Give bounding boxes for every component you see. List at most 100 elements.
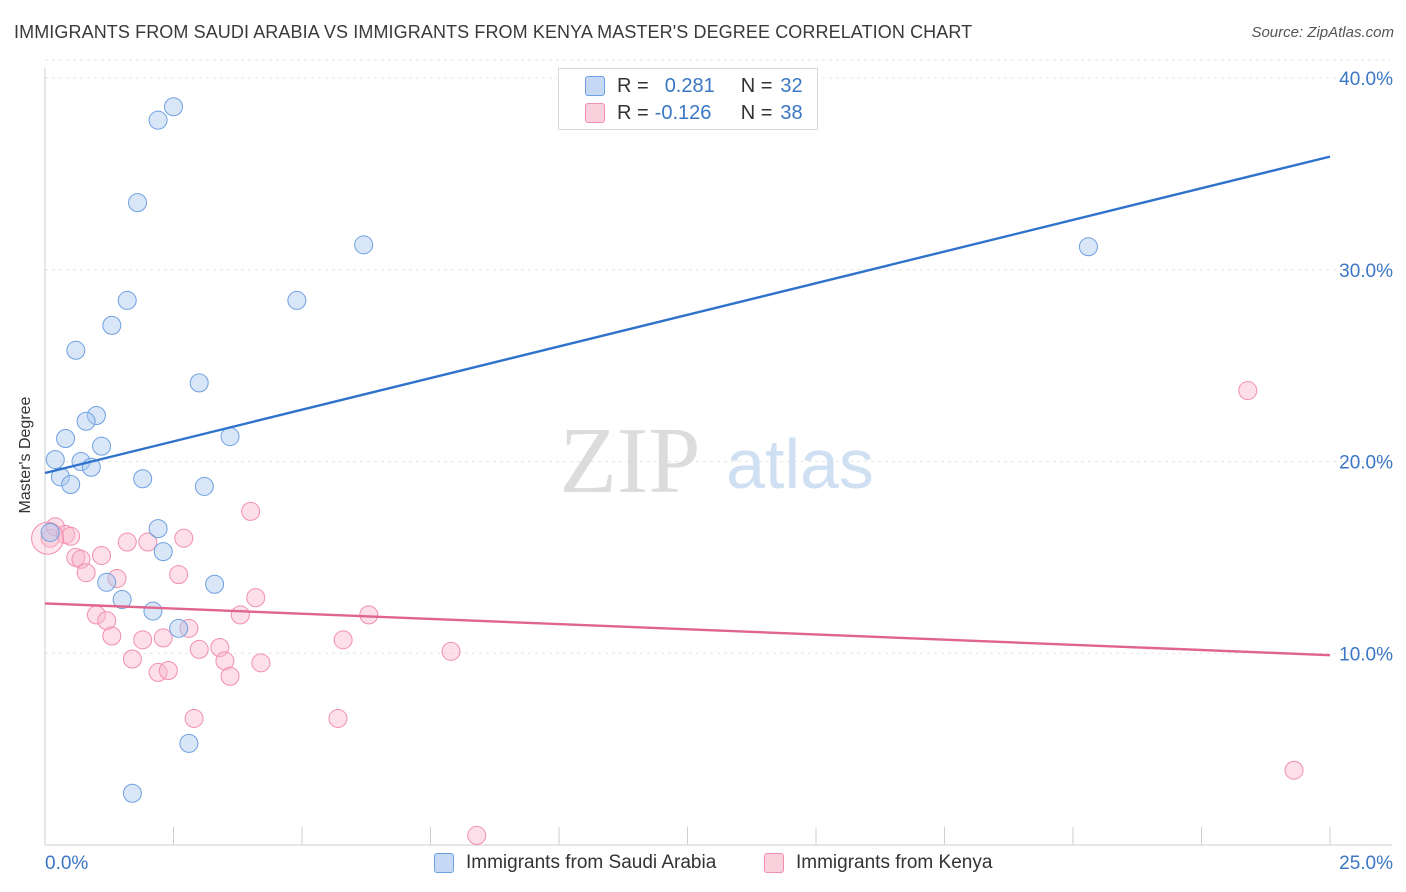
- kenya-point: [76, 563, 96, 583]
- kenya-point: [31, 521, 65, 555]
- kenya-points: [31, 381, 1304, 845]
- kenya-point: [215, 651, 235, 671]
- kenya-point: [158, 661, 178, 681]
- saudi-point: [194, 476, 214, 496]
- saudi-point: [153, 542, 173, 562]
- saudi-point: [61, 475, 81, 495]
- kenya-point: [251, 653, 271, 673]
- legend-item-saudi: Immigrants from Saudi Arabia: [434, 852, 716, 874]
- kenya-point: [359, 605, 379, 625]
- legend-n-label: N =: [740, 101, 773, 124]
- saudi-points: [40, 97, 1098, 803]
- kenya-point: [97, 611, 117, 631]
- kenya-point: [1238, 381, 1258, 401]
- saudi-point: [354, 235, 374, 255]
- kenya-point: [169, 565, 189, 585]
- saudi-point: [86, 405, 106, 425]
- legend-swatch-saudi: [585, 76, 605, 96]
- legend-swatch-kenya: [764, 853, 784, 873]
- kenya-point: [174, 528, 194, 548]
- kenya-point: [184, 708, 204, 728]
- kenya-line-trend: [44, 602, 1331, 657]
- stats-legend: R = 0.281 N = 32 R = -0.126 N = 38: [558, 68, 818, 130]
- saudi-point: [1078, 237, 1098, 257]
- saudi-point: [220, 427, 240, 447]
- kenya-point: [61, 526, 81, 546]
- kenya-point: [467, 825, 487, 845]
- saudi-point: [66, 340, 86, 360]
- chart-title: IMMIGRANTS FROM SAUDI ARABIA VS IMMIGRAN…: [14, 22, 973, 42]
- saudi-line-trend: [44, 155, 1331, 475]
- x-tick-label: 25.0%: [1339, 853, 1393, 874]
- watermark-atlas: atlas: [726, 425, 874, 503]
- saudi-point: [97, 572, 117, 592]
- saudi-point: [128, 193, 148, 213]
- kenya-point: [102, 626, 122, 646]
- legend-swatch-saudi: [434, 853, 454, 873]
- y-tick-label: 40.0%: [1339, 69, 1393, 90]
- saudi-point: [164, 97, 183, 117]
- kenya-point: [230, 605, 250, 625]
- saudi-point: [122, 783, 142, 803]
- kenya-point: [246, 588, 266, 608]
- kenya-point: [441, 641, 461, 661]
- kenya-point: [133, 630, 153, 650]
- kenya-point: [107, 568, 127, 588]
- saudi-point: [76, 411, 96, 431]
- legend-label-saudi: Immigrants from Saudi Arabia: [466, 852, 717, 873]
- series-legend: Immigrants from Saudi Arabia Immigrants …: [0, 852, 1406, 878]
- saudi-point: [143, 601, 163, 621]
- legend-n-value: 38: [780, 101, 803, 124]
- source-label: Source: ZipAtlas.com: [1251, 24, 1394, 41]
- gridlines: [45, 59, 1390, 654]
- saudi-point: [112, 590, 132, 610]
- kenya-point: [153, 628, 173, 648]
- saudi-point: [102, 315, 122, 335]
- saudi-point: [189, 373, 209, 393]
- saudi-point: [205, 574, 225, 594]
- kenya-point: [117, 532, 137, 552]
- watermark: ZIP atlas: [560, 409, 874, 513]
- kenya-point: [241, 501, 261, 521]
- saudi-point: [148, 110, 168, 130]
- legend-row-saudi: R = 0.281 N = 32: [585, 75, 803, 97]
- legend-r-label: R =: [617, 101, 649, 124]
- legend-label-kenya: Immigrants from Kenya: [796, 852, 993, 873]
- legend-r-value: 0.281: [664, 74, 715, 97]
- kenya-point: [220, 666, 240, 686]
- saudi-point: [92, 436, 112, 456]
- kenya-point: [122, 649, 142, 669]
- y-tick-label: 10.0%: [1339, 644, 1393, 665]
- saudi-point: [287, 290, 307, 310]
- legend-swatch-kenya: [585, 103, 605, 123]
- kenya-point: [1284, 760, 1304, 780]
- legend-n-value: 32: [780, 74, 803, 97]
- legend-item-kenya: Immigrants from Kenya: [764, 852, 992, 874]
- saudi-point: [40, 522, 60, 542]
- kenya-point: [189, 639, 209, 659]
- x-tick-label: 0.0%: [45, 853, 88, 874]
- kenya-point: [328, 708, 348, 728]
- kenya-point: [179, 618, 199, 638]
- axes: [44, 68, 1392, 846]
- saudi-point: [133, 469, 153, 489]
- kenya-point: [138, 532, 158, 552]
- trend-lines: [44, 155, 1331, 657]
- saudi-point: [45, 450, 65, 470]
- legend-r-value: -0.126: [654, 101, 712, 124]
- saudi-point: [117, 290, 137, 310]
- saudi-point: [56, 428, 76, 448]
- saudi-point: [148, 519, 168, 539]
- kenya-point: [333, 630, 353, 650]
- watermark-zip: ZIP: [560, 409, 701, 513]
- y-tick-label: 20.0%: [1339, 453, 1393, 474]
- legend-row-kenya: R = -0.126 N = 38: [585, 102, 803, 124]
- saudi-point: [50, 467, 70, 487]
- legend-n-label: N =: [740, 74, 773, 97]
- legend-r-label: R =: [617, 74, 649, 97]
- tick-labels: 10.0% 20.0% 30.0% 40.0% 0.0% 25.0%: [45, 69, 1393, 874]
- kenya-point: [92, 545, 112, 565]
- kenya-point: [40, 528, 60, 548]
- saudi-point: [169, 618, 189, 638]
